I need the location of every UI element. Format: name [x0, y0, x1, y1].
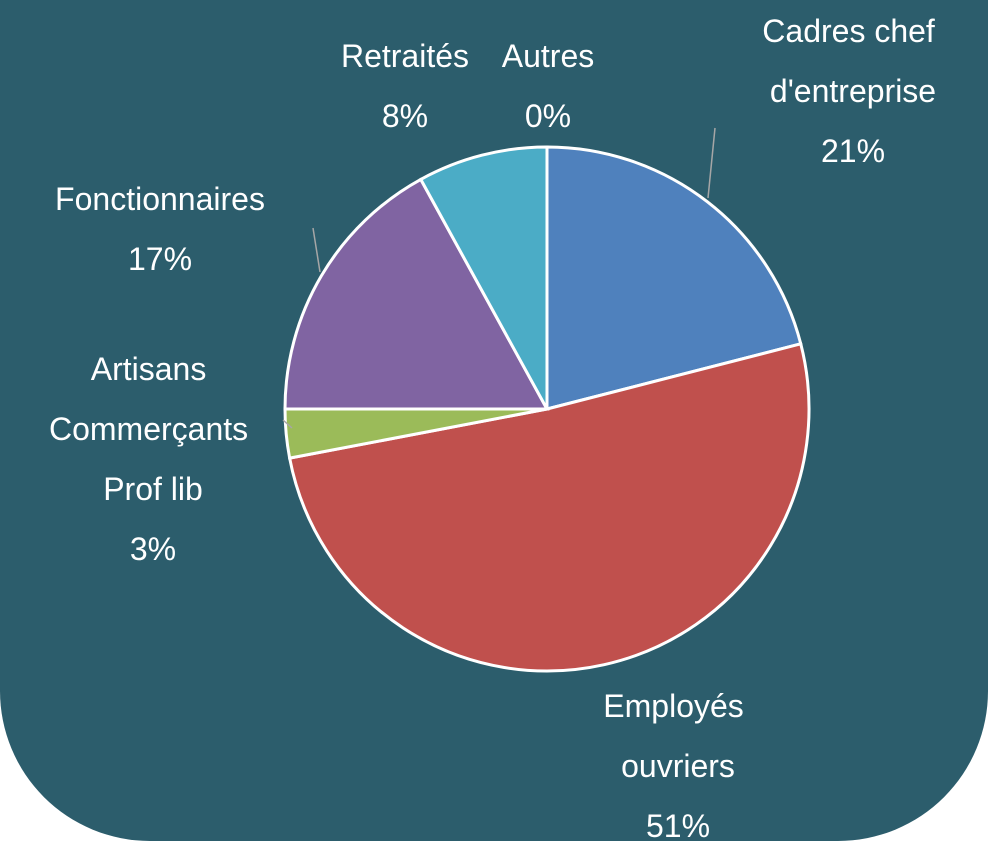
value-label: 0%: [525, 98, 571, 134]
value-label: 51%: [646, 808, 710, 841]
category-label: Autres: [502, 38, 594, 74]
category-label: Fonctionnaires: [55, 181, 265, 217]
value-label: 21%: [821, 133, 885, 169]
value-label: 17%: [128, 241, 192, 277]
category-label: Cadres chef d'entreprise: [762, 13, 943, 109]
category-label: Artisans Commerçants Prof lib: [49, 351, 257, 507]
pie-slice: [287, 342, 811, 673]
category-label: Employés ouvriers: [603, 688, 752, 784]
value-label: 3%: [130, 531, 176, 567]
leader-line: [282, 419, 293, 429]
value-label: 8%: [382, 98, 428, 134]
pie-slice: [283, 177, 550, 411]
pie-slice: [418, 145, 549, 410]
category-label: Retraités: [341, 38, 469, 74]
pie-slice: [545, 145, 803, 411]
leader-line: [312, 227, 321, 273]
leader-line: [707, 127, 716, 199]
